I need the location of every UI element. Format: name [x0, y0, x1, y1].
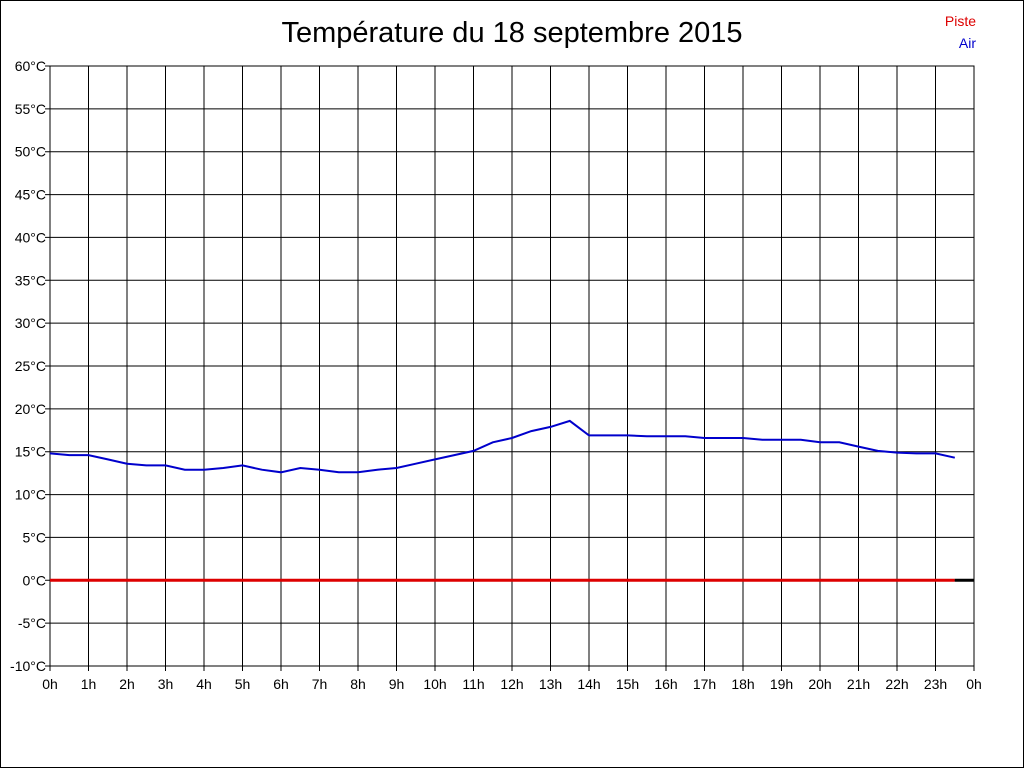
x-tick-label: 1h — [81, 676, 97, 692]
x-tick-label: 5h — [235, 676, 251, 692]
x-tick-label: 22h — [885, 676, 908, 692]
y-tick-label: -5°C — [18, 615, 46, 631]
x-tick-label: 8h — [350, 676, 366, 692]
y-tick-label: 45°C — [15, 187, 46, 203]
x-tick-label: 0h — [42, 676, 58, 692]
y-tick-label: 50°C — [15, 144, 46, 160]
x-tick-label: 9h — [389, 676, 405, 692]
y-tick-label: 30°C — [15, 315, 46, 331]
x-tick-label: 16h — [654, 676, 677, 692]
y-tick-label: -10°C — [10, 658, 46, 674]
x-tick-label: 4h — [196, 676, 212, 692]
x-tick-label: 2h — [119, 676, 135, 692]
y-tick-label: 60°C — [15, 58, 46, 74]
x-tick-labels: 0h 1h 2h 3h 4h 5h 6h 7h 8h 9h 10h 11h 12h 13h 14h 15h 16… — [42, 676, 982, 692]
legend-entry-piste: Piste — [944, 13, 976, 29]
x-tick-label: 18h — [731, 676, 754, 692]
y-tick-label: 40°C — [15, 229, 46, 245]
chart-title: Température du 18 septembre 2015 — [281, 17, 743, 49]
x-tick-label: 21h — [847, 676, 870, 692]
y-tick-label: 15°C — [15, 444, 46, 460]
x-tick-label: 3h — [158, 676, 174, 692]
x-tick-label: 11h — [462, 676, 484, 692]
series-line-air — [49, 419, 956, 474]
x-tick-label: 10h — [423, 676, 446, 692]
plot-border — [49, 65, 975, 667]
y-tick-label: 20°C — [15, 401, 46, 417]
x-tick-label: 17h — [693, 676, 716, 692]
x-tick-label: 14h — [577, 676, 600, 692]
x-tick-label: 23h — [924, 676, 947, 692]
x-tick-label: 20h — [808, 676, 831, 692]
x-tick-label: 19h — [770, 676, 793, 692]
x-tick-label: 15h — [616, 676, 639, 692]
series-lines — [49, 419, 974, 582]
x-tick-label: 7h — [312, 676, 328, 692]
y-tick-label: 0°C — [23, 572, 47, 588]
grid-lines — [45, 65, 975, 671]
x-tick-label: 12h — [500, 676, 523, 692]
y-tick-label: 10°C — [15, 487, 46, 503]
y-tick-labels: 60°C 55°C 50°C 45°C 40°C 35°C 30°C 25°C 20°C 15°C… — [10, 58, 46, 674]
y-tick-label: 5°C — [23, 529, 47, 545]
y-tick-label: 25°C — [15, 358, 46, 374]
x-tick-label: 6h — [273, 676, 289, 692]
x-tick-label: 0h — [966, 676, 982, 692]
x-tick-label: 13h — [539, 676, 562, 692]
y-tick-label: 35°C — [15, 272, 46, 288]
legend-entry-air: Air — [958, 35, 976, 51]
y-tick-label: 55°C — [15, 101, 46, 117]
